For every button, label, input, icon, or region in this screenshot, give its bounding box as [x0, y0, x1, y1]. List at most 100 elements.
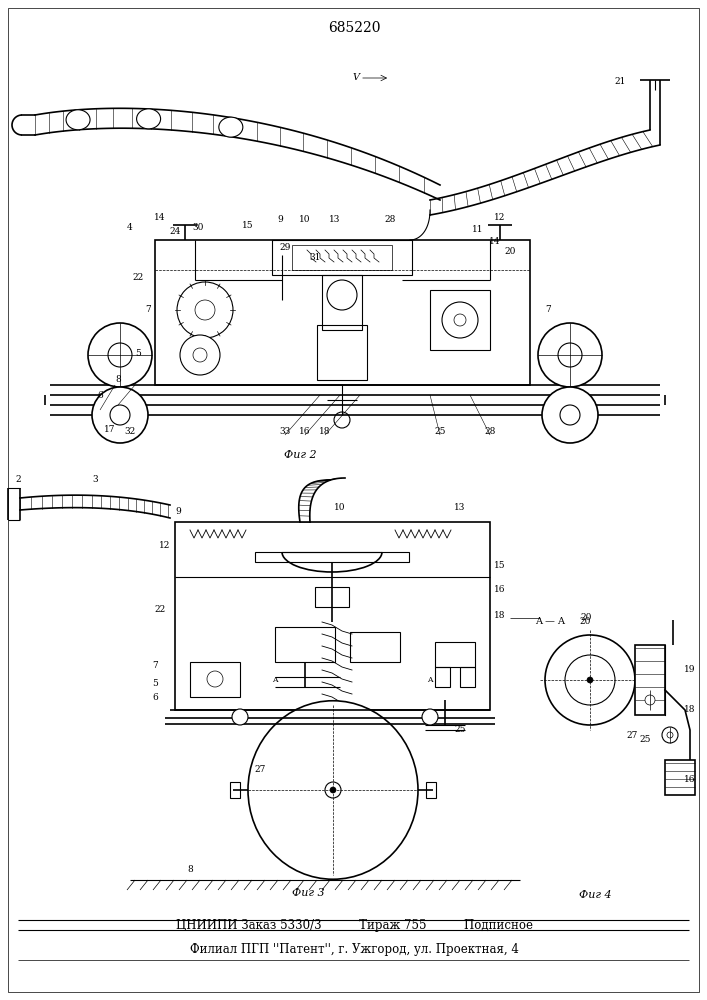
Bar	[292, 245, 392, 270]
Bar	[230, 782, 240, 798]
Circle shape	[422, 709, 438, 725]
Text: 14: 14	[154, 214, 165, 223]
Text: 18: 18	[684, 706, 696, 714]
Text: 25: 25	[455, 726, 466, 734]
Text: 2: 2	[15, 475, 21, 484]
Text: ЦНИИПИ Заказ 5330/3          Тираж 755          Подписное: ЦНИИПИ Заказ 5330/3 Тираж 755 Подписное	[175, 918, 532, 932]
Text: 11: 11	[472, 226, 484, 234]
Text: 5: 5	[152, 678, 158, 688]
Text: 32: 32	[124, 428, 136, 436]
Ellipse shape	[248, 701, 418, 879]
Circle shape	[92, 387, 148, 443]
Text: 28: 28	[385, 216, 396, 225]
Bar	[460, 667, 475, 687]
Text: 16: 16	[299, 428, 311, 436]
Text: 17: 17	[104, 426, 116, 434]
Text: 7: 7	[152, 660, 158, 670]
Circle shape	[88, 323, 152, 387]
Text: 14: 14	[489, 237, 501, 246]
Ellipse shape	[66, 110, 90, 130]
Text: A: A	[272, 676, 278, 684]
Text: 20: 20	[580, 613, 592, 622]
Text: 28: 28	[484, 428, 496, 436]
Circle shape	[587, 677, 593, 683]
Circle shape	[330, 787, 336, 793]
Text: 18: 18	[494, 610, 506, 619]
Text: 9: 9	[277, 216, 283, 225]
Text: V: V	[353, 74, 359, 83]
Ellipse shape	[136, 109, 160, 129]
Bar	[322, 275, 362, 330]
Text: 8: 8	[187, 865, 193, 874]
Polygon shape	[50, 385, 660, 395]
Text: Фиг 4: Фиг 4	[579, 890, 612, 900]
Circle shape	[325, 782, 341, 798]
Text: 22: 22	[154, 605, 165, 614]
Text: A: A	[427, 676, 433, 684]
Text: 7: 7	[545, 306, 551, 314]
Circle shape	[232, 709, 248, 725]
Bar	[635, 645, 665, 715]
Text: Фиг 2: Фиг 2	[284, 450, 316, 460]
Bar	[255, 552, 409, 562]
Bar	[155, 240, 530, 385]
Circle shape	[442, 302, 478, 338]
Bar	[275, 627, 335, 662]
Text: 27: 27	[626, 730, 638, 740]
Bar	[317, 325, 367, 380]
Text: 20: 20	[504, 247, 515, 256]
Circle shape	[177, 282, 233, 338]
Text: 4: 4	[127, 224, 133, 232]
Text: 6: 6	[152, 694, 158, 702]
Bar	[272, 240, 412, 275]
Text: 3: 3	[92, 475, 98, 484]
Text: 13: 13	[455, 504, 466, 512]
Text: 13: 13	[329, 216, 341, 225]
Text: 8: 8	[115, 375, 121, 384]
Text: 12: 12	[159, 540, 170, 550]
Text: Филиал ПГП ''Патент'', г. Ужгород, ул. Проектная, 4: Филиал ПГП ''Патент'', г. Ужгород, ул. П…	[189, 944, 518, 956]
Text: Фиг 3: Фиг 3	[292, 888, 325, 898]
Bar	[430, 290, 490, 350]
Text: 9: 9	[175, 508, 181, 516]
Text: 31: 31	[310, 253, 321, 262]
Text: 5: 5	[135, 349, 141, 358]
Text: 6: 6	[97, 391, 103, 400]
Text: 12: 12	[494, 214, 506, 223]
Text: 20: 20	[579, 617, 590, 626]
Bar	[426, 782, 436, 798]
Circle shape	[542, 387, 598, 443]
Text: 25: 25	[639, 736, 650, 744]
Text: 10: 10	[299, 216, 311, 225]
Circle shape	[180, 335, 220, 375]
Text: 15: 15	[494, 560, 506, 570]
Text: A — A: A — A	[535, 617, 565, 626]
Bar	[175, 522, 490, 710]
Text: 16: 16	[684, 776, 696, 784]
Bar	[315, 587, 349, 607]
Text: 7: 7	[145, 306, 151, 314]
Text: 685220: 685220	[328, 21, 380, 35]
Text: 24: 24	[169, 228, 181, 236]
Circle shape	[538, 323, 602, 387]
Text: 10: 10	[334, 504, 346, 512]
Text: 25: 25	[434, 428, 445, 436]
Circle shape	[662, 727, 678, 743]
Text: 33: 33	[279, 428, 291, 436]
Bar	[435, 642, 475, 667]
Circle shape	[545, 635, 635, 725]
Text: 29: 29	[279, 243, 291, 252]
Text: 19: 19	[684, 666, 696, 674]
Text: 15: 15	[243, 221, 254, 230]
Circle shape	[645, 695, 655, 705]
Bar	[350, 632, 400, 662]
Text: 27: 27	[255, 766, 266, 774]
Text: 30: 30	[192, 224, 204, 232]
Bar	[435, 667, 450, 687]
Text: 16: 16	[494, 585, 506, 594]
Ellipse shape	[219, 117, 243, 137]
Text: 18: 18	[320, 428, 331, 436]
Bar	[665, 760, 695, 795]
Text: 22: 22	[132, 273, 144, 282]
Bar	[190, 662, 240, 697]
